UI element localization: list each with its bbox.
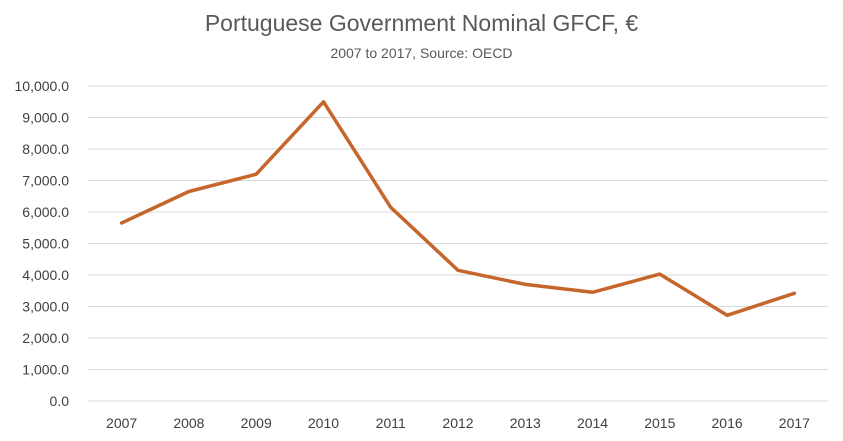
x-tick-label: 2009: [241, 415, 272, 431]
x-tick-label: 2014: [577, 415, 608, 431]
x-tick-label: 2017: [779, 415, 810, 431]
x-axis: 2007 2008 2009 2010 2011 2012 2013 2014 2015 2016…: [106, 415, 810, 431]
x-tick-label: 2010: [308, 415, 339, 431]
y-tick-label: 7,000.0: [22, 173, 69, 189]
x-tick-label: 2007: [106, 415, 137, 431]
x-tick-label: 2011: [376, 415, 406, 431]
x-tick-label: 2016: [712, 415, 743, 431]
x-tick-label: 2012: [442, 415, 473, 431]
y-tick-label: 1,000.0: [22, 362, 69, 378]
y-tick-label: 0.0: [50, 393, 70, 409]
y-tick-label: 8,000.0: [22, 141, 69, 157]
chart-title: Portuguese Government Nominal GFCF, €: [204, 10, 639, 36]
y-tick-label: 3,000.0: [22, 299, 69, 315]
y-tick-label: 5,000.0: [22, 236, 69, 252]
x-tick-label: 2008: [173, 415, 204, 431]
y-tick-label: 4,000.0: [22, 267, 69, 283]
series-line: [119, 100, 797, 318]
y-tick-label: 9,000.0: [22, 110, 69, 126]
gridlines: [88, 85, 828, 402]
y-tick-label: 10,000.0: [15, 78, 70, 94]
chart-subtitle: 2007 to 2017, Source: OECD: [330, 45, 513, 61]
x-tick-label: 2013: [510, 415, 541, 431]
y-tick-label: 6,000.0: [22, 204, 69, 220]
y-axis: 0.0 1,000.0 2,000.0 3,000.0 4,000.0 5,000.0 6,…: [15, 78, 70, 409]
x-tick-label: 2015: [644, 415, 675, 431]
y-tick-label: 2,000.0: [22, 330, 69, 346]
series-group: [119, 100, 797, 318]
